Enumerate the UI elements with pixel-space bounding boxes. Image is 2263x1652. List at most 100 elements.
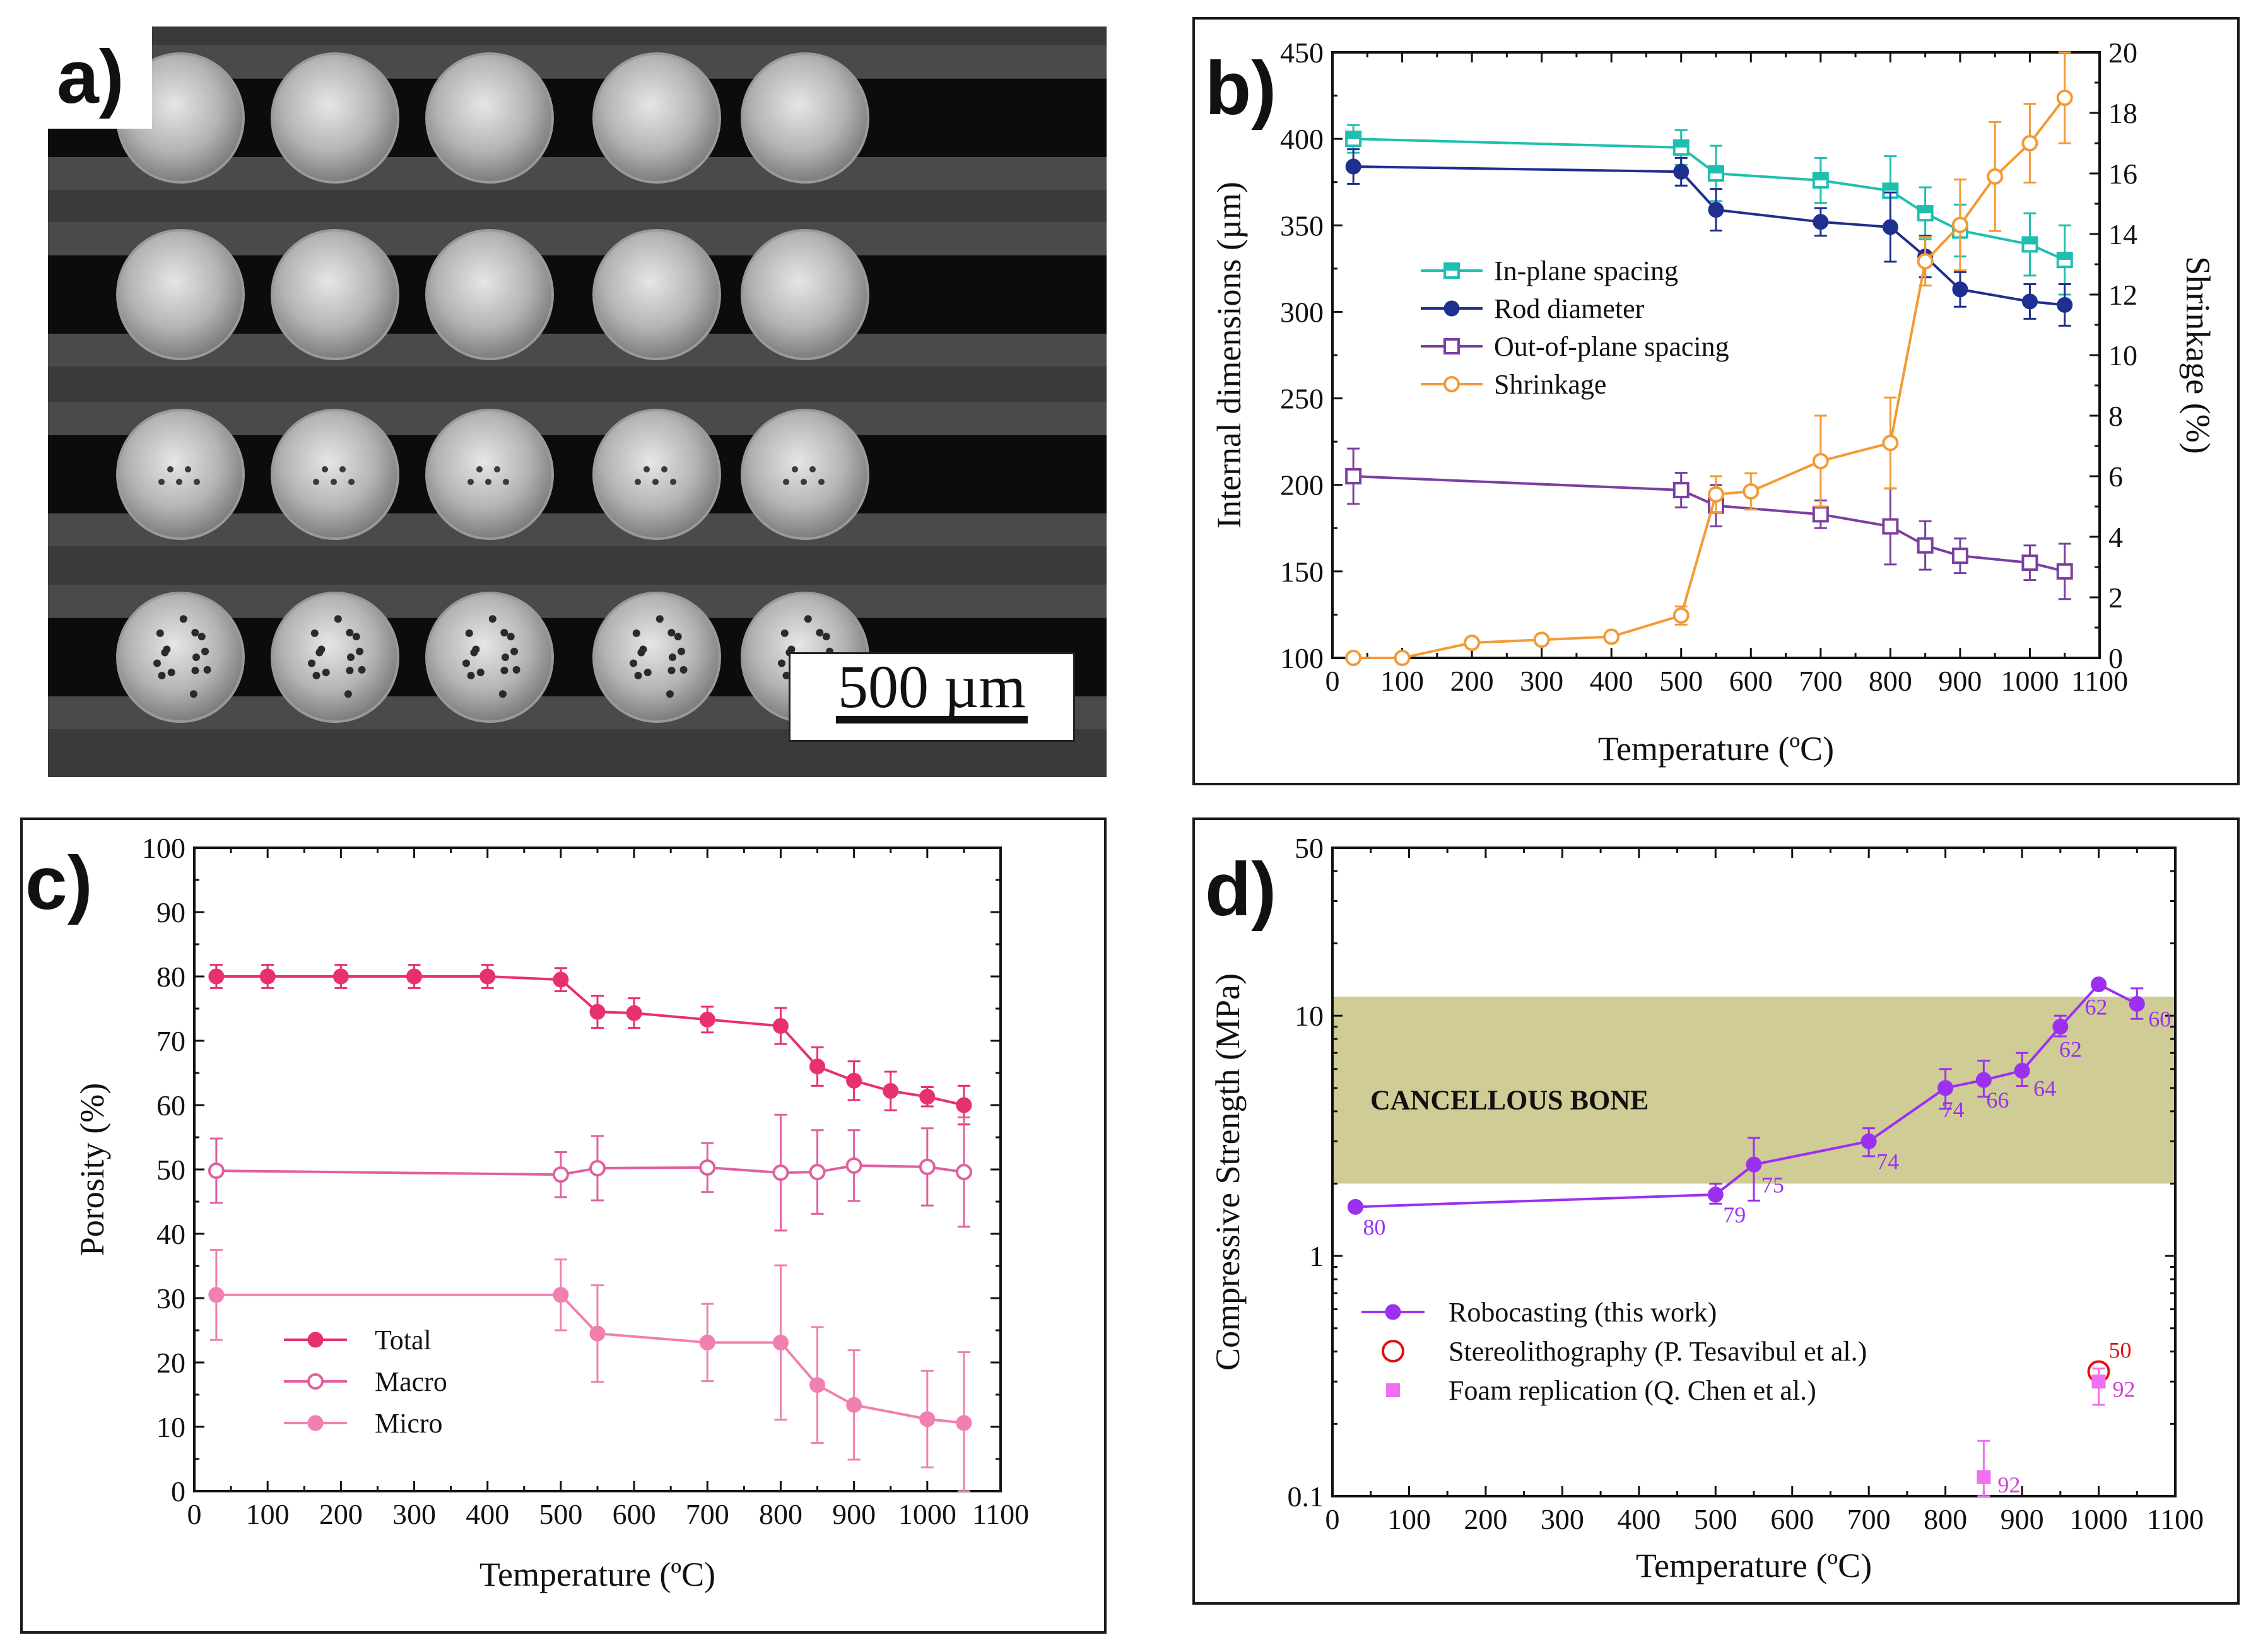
x-tick-label: 100 <box>1380 665 1424 697</box>
x-tick-label: 300 <box>1541 1503 1584 1535</box>
y2-tick-label: 6 <box>2108 460 2123 493</box>
x-tick-label: 600 <box>613 1498 656 1530</box>
micro-pore <box>500 629 508 637</box>
micro-pore <box>179 615 187 623</box>
micro-pore <box>158 672 166 680</box>
micro-pore <box>498 690 507 698</box>
data-point <box>883 1083 899 1099</box>
x-tick-label: 100 <box>1387 1503 1431 1535</box>
micro-pore <box>635 479 641 485</box>
micro-pore <box>310 629 319 637</box>
x-tick-label: 900 <box>832 1498 876 1530</box>
micro-pore <box>787 645 796 653</box>
data-point <box>553 971 569 988</box>
series-0 <box>208 964 972 1126</box>
y-tick-label: 60 <box>156 1089 185 1122</box>
y-tick-label: 100 <box>1280 642 1324 674</box>
y-tick-label: 200 <box>1280 469 1324 501</box>
rod-cross-section <box>741 229 869 360</box>
data-point <box>1603 628 1620 645</box>
y2-tick-label: 0 <box>2108 642 2123 674</box>
micro-pore <box>472 645 480 653</box>
x-tick-label: 600 <box>1729 665 1773 697</box>
scale-bar-label: 500 µm <box>838 653 1026 720</box>
micro-pore <box>339 466 346 472</box>
legend-label: Out-of-plane spacing <box>1494 331 1729 362</box>
x-tick-label: 400 <box>1590 665 1633 697</box>
panel-d-label: d) <box>1205 847 1277 932</box>
data-point <box>1812 453 1829 469</box>
x-tick-label: 900 <box>2001 1503 2044 1535</box>
y2-tick-label: 8 <box>2108 400 2123 432</box>
micro-pore <box>158 479 165 485</box>
data-point <box>626 1005 642 1021</box>
data-point <box>589 1325 606 1342</box>
data-point <box>2091 1374 2106 1389</box>
x-tick-label: 500 <box>1694 1503 1737 1535</box>
rod-cross-section <box>271 409 399 540</box>
x-tick-label: 700 <box>686 1498 729 1530</box>
x-tick-label: 1100 <box>2071 665 2128 697</box>
data-point <box>2021 135 2038 151</box>
x-tick-label: 200 <box>1464 1503 1507 1535</box>
y-tick-label: 40 <box>156 1218 185 1250</box>
sem-micrograph: a) 500 µm <box>48 26 1107 777</box>
series-line <box>1355 983 2138 1209</box>
data-label: 92 <box>2113 1376 2136 1402</box>
data-point <box>1345 158 1361 175</box>
x-tick-label: 0 <box>1325 665 1340 697</box>
micro-pore <box>783 479 789 485</box>
data-point <box>956 1415 972 1431</box>
micro-pore <box>644 466 650 472</box>
rod-cross-section <box>116 409 245 540</box>
data-point <box>846 1072 862 1089</box>
data-point <box>1672 607 1690 624</box>
micro-pore <box>203 665 211 674</box>
data-point <box>1882 435 1899 452</box>
data-point <box>1347 1198 1363 1215</box>
micro-pore <box>816 629 824 637</box>
panel-c-chart: 0 100 200 300 400 500 600 700 800 900 1000 1100 0 10 2… <box>20 817 1107 1634</box>
data-point <box>589 1004 606 1020</box>
micro-pore <box>192 653 200 661</box>
data-point-fill <box>1709 167 1723 173</box>
micro-pore <box>630 659 638 667</box>
y-axis-label: Compressive Strength (MPa) <box>1209 973 1247 1371</box>
micro-pore <box>669 653 676 661</box>
legend-label: Total <box>375 1325 432 1356</box>
data-point <box>846 1397 862 1413</box>
micro-pore <box>346 666 354 674</box>
data-point <box>2056 563 2073 580</box>
data-point <box>1882 219 1898 235</box>
data-point <box>2129 995 2145 1012</box>
data-point <box>1385 1304 1401 1320</box>
data-label: 74 <box>1876 1149 1899 1174</box>
micro-pore <box>510 647 519 655</box>
x-tick-label: 0 <box>1325 1503 1340 1535</box>
data-point <box>699 1011 715 1028</box>
data-point <box>307 1332 324 1348</box>
micro-pore <box>308 659 316 667</box>
micro-pore <box>809 466 816 472</box>
data-point <box>332 968 349 985</box>
micro-pore <box>778 659 786 667</box>
data-point <box>699 1334 715 1350</box>
x-tick-label: 500 <box>539 1498 582 1530</box>
data-point <box>307 1373 324 1390</box>
data-point <box>1952 281 1968 298</box>
x-axis-label: Temperature (ºC) <box>1598 730 1834 768</box>
data-point <box>845 1157 862 1174</box>
data-label: 62 <box>2085 995 2108 1020</box>
data-point <box>1345 468 1362 484</box>
data-point <box>1743 483 1760 500</box>
x-axis-label: Temperature (ºC) <box>479 1555 715 1593</box>
micro-pore <box>488 615 497 623</box>
y-tick-label: 50 <box>156 1154 185 1186</box>
micro-pore <box>634 672 642 680</box>
data-point <box>2052 1019 2069 1035</box>
micro-pore <box>512 665 520 674</box>
data-point <box>1443 338 1460 354</box>
chart-b-svg: 0 100 200 300 400 500 600 700 800 900 1000 11001001… <box>1210 37 2217 768</box>
micro-pore <box>782 672 791 680</box>
